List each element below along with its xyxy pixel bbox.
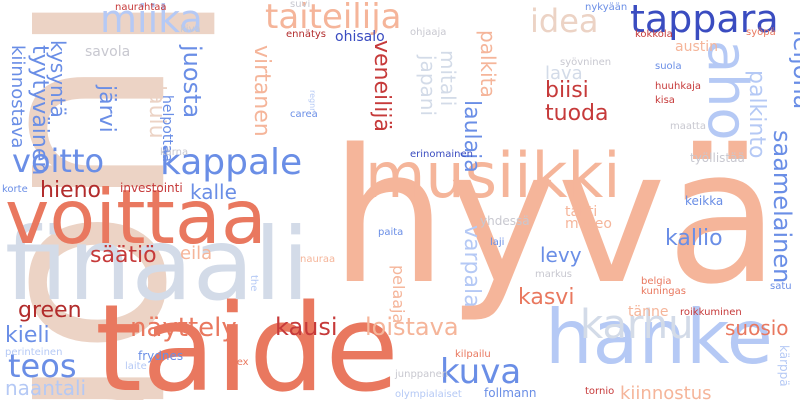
word-nayttely: näyttely bbox=[130, 313, 237, 343]
word-nykyaan: nykyään bbox=[585, 2, 628, 13]
word-idea: idea bbox=[530, 2, 599, 40]
word-virtanen: virtanen bbox=[249, 45, 274, 137]
word-hanke: hanke bbox=[545, 293, 773, 381]
word-nauraa: nauraa bbox=[300, 254, 336, 265]
word-miika: miika bbox=[100, 0, 203, 41]
word-suosio: suosio bbox=[725, 316, 789, 340]
word-biisi: biisi bbox=[545, 78, 589, 103]
word-kiva: kiva bbox=[180, 24, 201, 35]
word-laji: laji bbox=[490, 237, 505, 248]
word-kilpailu: kilpailu bbox=[455, 349, 491, 360]
word-leijona: leijona bbox=[788, 30, 800, 110]
word-ohjaaja: ohjaaja bbox=[410, 27, 447, 38]
word-keikka: keikka bbox=[685, 194, 724, 208]
word-hyva: hyvä bbox=[330, 109, 780, 325]
word-olympialaiset: olympialaiset bbox=[395, 389, 462, 400]
word-ylex: ylex bbox=[228, 357, 249, 368]
word-karppa: kärppä bbox=[777, 345, 791, 387]
word-finaali: finaali bbox=[5, 206, 310, 323]
word-kalle: kalle bbox=[190, 180, 237, 204]
word-mitali: mitali bbox=[436, 50, 460, 107]
word-musiikki: musiikki bbox=[365, 139, 621, 212]
word-tyytyvainen: tyytyväinen bbox=[27, 45, 52, 176]
word-huuhkaja: huuhkaja bbox=[655, 81, 702, 92]
word-the: the bbox=[248, 275, 259, 292]
word-kiinnostava: kiinnostava bbox=[7, 45, 28, 149]
word-kasvi: kasvi bbox=[518, 285, 575, 310]
word-maatta: maatta bbox=[670, 121, 706, 132]
word-levy: levy bbox=[540, 243, 582, 267]
word-roikkuminen: roikkuminen bbox=[680, 307, 742, 318]
word-japani: japani bbox=[416, 55, 440, 116]
word-belgia: belgia bbox=[641, 276, 672, 287]
word-tyollistaa: työllistää bbox=[690, 151, 745, 165]
word-erinomainen: erinomainen bbox=[410, 149, 473, 160]
word-museo: museo bbox=[565, 216, 612, 232]
word-hieno: hieno bbox=[40, 178, 101, 203]
word-jarvi: järvi bbox=[94, 85, 119, 133]
word-saamelainen: saamelainen bbox=[768, 130, 796, 284]
word-ohisalo: ohisalo bbox=[335, 29, 385, 45]
word-kuningas: kuningas bbox=[641, 286, 686, 297]
word-follmann: follmann bbox=[484, 386, 537, 400]
word-voitto: voitto bbox=[12, 142, 105, 180]
word-voittaa: voittaa bbox=[5, 173, 267, 261]
word-frydnes: frydnes bbox=[138, 349, 184, 363]
word-investointi: investointi bbox=[120, 181, 183, 195]
word-korte: korte bbox=[2, 184, 28, 195]
word-suola: suola bbox=[655, 61, 682, 72]
word-laulaja: laulaja bbox=[459, 100, 484, 173]
word-syovninen: syövninen bbox=[560, 57, 612, 68]
word-kappale: kappale bbox=[160, 142, 303, 183]
word-syopa: syöpä bbox=[746, 27, 776, 38]
word-loistava: loistava bbox=[365, 313, 459, 341]
word-tappara: tappara bbox=[630, 0, 779, 41]
word-savola: savola bbox=[85, 44, 131, 60]
word-austin: austin bbox=[675, 39, 718, 55]
word-kieli: kieli bbox=[5, 323, 50, 348]
word-markus: markus bbox=[535, 269, 573, 280]
word-kisa: kisa bbox=[655, 95, 675, 106]
word-tahti: tähti bbox=[565, 204, 598, 220]
word-kausi: kausi bbox=[275, 313, 338, 341]
word-naurahtaa: naurahtaa bbox=[115, 2, 167, 13]
word-paita: paita bbox=[378, 227, 404, 238]
word-ennatys: ennätys bbox=[286, 29, 327, 40]
word-palkinto: palkinto bbox=[744, 70, 769, 159]
word-pelaaja: pelaaja bbox=[389, 265, 408, 324]
word-kallio: kallio bbox=[665, 226, 723, 251]
word-kiinnostus: kiinnostus bbox=[620, 383, 712, 400]
word-teos: teos bbox=[8, 347, 77, 385]
word-yhdessa: yhdessä bbox=[480, 214, 530, 228]
word-taiteilija: taiteilija bbox=[265, 0, 402, 37]
word-naantali: naantali bbox=[5, 376, 87, 400]
word-kuva: kuva bbox=[440, 352, 522, 392]
word-eila: eila bbox=[180, 243, 213, 264]
word-taide: taide bbox=[95, 280, 399, 400]
word-varpala: varpala bbox=[459, 225, 484, 308]
word-satu: satu bbox=[770, 281, 792, 292]
word-karna: kärna bbox=[160, 147, 189, 158]
word-carea: carea bbox=[290, 109, 318, 120]
word-veneilija: veneilijä bbox=[369, 40, 394, 132]
word-suvi: suvi bbox=[290, 0, 311, 10]
word-laite: laite bbox=[125, 361, 147, 372]
word-junppanen: junppanen bbox=[395, 369, 449, 380]
word-green: green bbox=[18, 298, 82, 323]
word-perinteinen: perinteinen bbox=[5, 347, 63, 358]
word-juosta: juosta bbox=[178, 45, 206, 119]
word-tuoda: tuoda bbox=[545, 101, 609, 126]
word-kokkola: kokkola bbox=[635, 29, 673, 40]
word-lava: lava bbox=[545, 63, 583, 84]
word-palkita: palkita bbox=[476, 30, 500, 98]
word-tanne: tänne bbox=[628, 304, 669, 320]
word-saatio: säätiö bbox=[90, 243, 157, 268]
word-karhu: karhu bbox=[580, 302, 694, 348]
word-tornio: tornio bbox=[585, 386, 615, 397]
